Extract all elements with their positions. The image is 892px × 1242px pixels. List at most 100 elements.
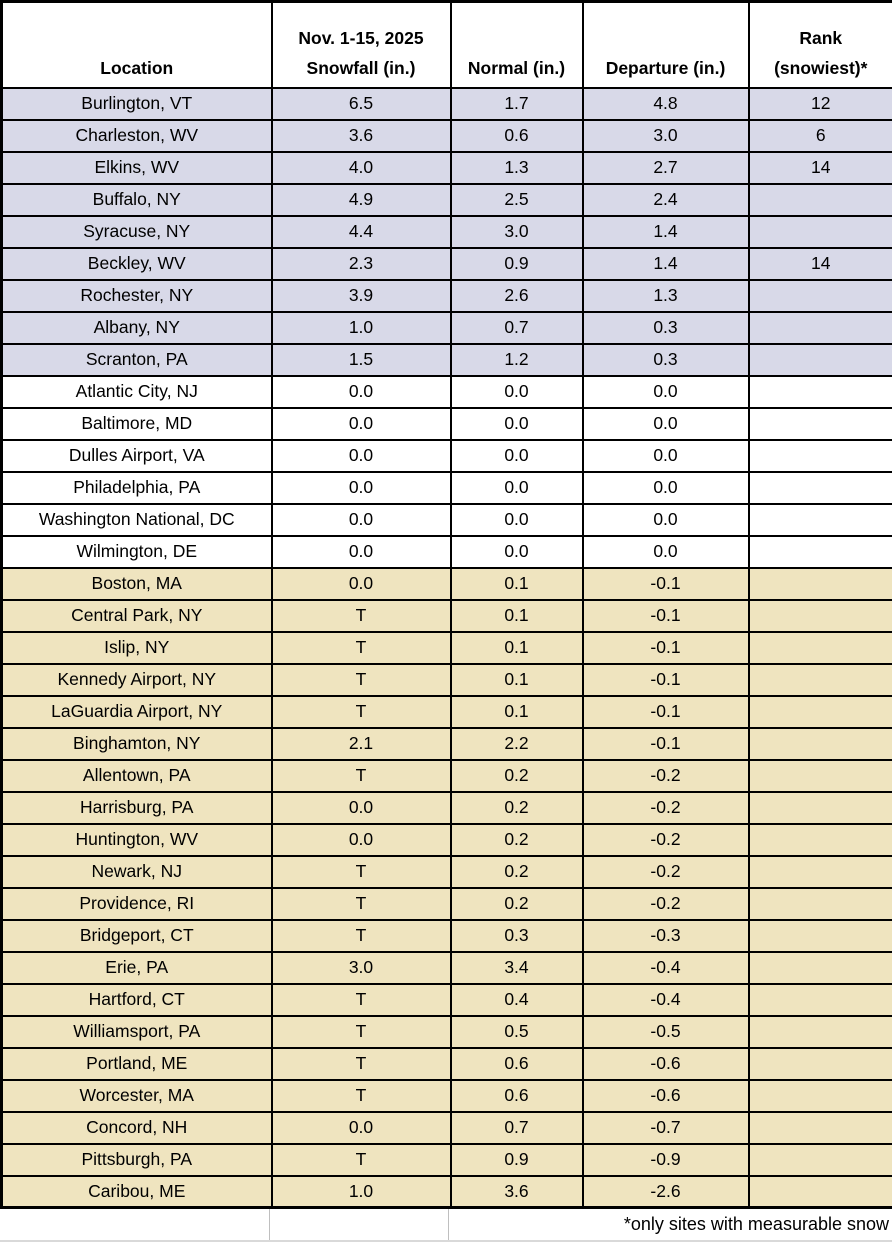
table-row: Rochester, NY 3.9 2.6 1.3: [0, 278, 892, 313]
cell-snowfall: T: [270, 1046, 452, 1081]
table-row: Elkins, WV 4.0 1.3 2.7 14: [0, 150, 892, 185]
cell-departure: 0.0: [581, 470, 750, 505]
cell-snowfall: T: [270, 694, 452, 729]
cell-location: Huntington, WV: [0, 822, 273, 857]
cell-location: Atlantic City, NJ: [0, 374, 273, 409]
cell-departure: -0.1: [581, 694, 750, 729]
table-row: Washington National, DC 0.0 0.0 0.0: [0, 502, 892, 537]
cell-snowfall: 4.9: [270, 182, 452, 217]
table-row: Boston, MA 0.0 0.1 -0.1: [0, 566, 892, 601]
cell-departure: -0.4: [581, 950, 750, 985]
table-row: Caribou, ME 1.0 3.6 -2.6: [0, 1174, 892, 1209]
cell-location: Binghamton, NY: [0, 726, 273, 761]
cell-rank: [747, 1174, 892, 1209]
cell-departure: 0.0: [581, 502, 750, 537]
cell-snowfall: T: [270, 630, 452, 665]
cell-location: Syracuse, NY: [0, 214, 273, 249]
cell-departure: -0.4: [581, 982, 750, 1017]
col-header-location: Location: [0, 0, 273, 89]
cell-snowfall: 4.4: [270, 214, 452, 249]
cell-location: Bridgeport, CT: [0, 918, 273, 953]
snowfall-table: Location Nov. 1-15, 2025 Snowfall (in.) …: [0, 0, 892, 1209]
cell-normal: 0.1: [449, 662, 584, 697]
cell-snowfall: 1.0: [270, 310, 452, 345]
cell-rank: [747, 342, 892, 377]
cell-normal: 0.2: [449, 822, 584, 857]
cell-departure: 2.7: [581, 150, 750, 185]
cell-departure: -0.6: [581, 1078, 750, 1113]
table-row: Wilmington, DE 0.0 0.0 0.0: [0, 534, 892, 569]
table-row: Burlington, VT 6.5 1.7 4.8 12: [0, 86, 892, 121]
cell-location: Worcester, MA: [0, 1078, 273, 1113]
footnote-cell: *only sites with measurable snow: [449, 1209, 892, 1240]
cell-location: Portland, ME: [0, 1046, 273, 1081]
cell-location: Albany, NY: [0, 310, 273, 345]
table-body: Burlington, VT 6.5 1.7 4.8 12 Charleston…: [0, 86, 892, 1209]
cell-normal: 0.1: [449, 630, 584, 665]
cell-normal: 2.2: [449, 726, 584, 761]
cell-snowfall: 3.0: [270, 950, 452, 985]
cell-departure: -0.2: [581, 886, 750, 921]
cell-snowfall: 2.1: [270, 726, 452, 761]
cell-rank: [747, 982, 892, 1017]
cell-normal: 0.7: [449, 1110, 584, 1145]
cell-snowfall: 0.0: [270, 470, 452, 505]
cell-rank: 14: [747, 246, 892, 281]
cell-departure: -0.3: [581, 918, 750, 953]
cell-rank: [747, 662, 892, 697]
cell-snowfall: 0.0: [270, 566, 452, 601]
cell-snowfall: T: [270, 758, 452, 793]
cell-departure: -0.2: [581, 822, 750, 857]
cell-departure: -0.2: [581, 854, 750, 889]
cell-snowfall: 3.9: [270, 278, 452, 313]
cell-departure: -0.9: [581, 1142, 750, 1177]
cell-departure: 1.3: [581, 278, 750, 313]
cell-rank: [747, 598, 892, 633]
cell-departure: 3.0: [581, 118, 750, 153]
cell-normal: 0.6: [449, 1046, 584, 1081]
table-row: Dulles Airport, VA 0.0 0.0 0.0: [0, 438, 892, 473]
col-header-departure-label: Departure (in.): [605, 57, 726, 78]
cell-normal: 0.9: [449, 1142, 584, 1177]
cell-snowfall: T: [270, 1014, 452, 1049]
cell-rank: [747, 630, 892, 665]
table-row: Islip, NY T 0.1 -0.1: [0, 630, 892, 665]
cell-snowfall: T: [270, 982, 452, 1017]
cell-location: Burlington, VT: [0, 86, 273, 121]
cell-departure: -0.1: [581, 630, 750, 665]
cell-location: Rochester, NY: [0, 278, 273, 313]
cell-rank: [747, 534, 892, 569]
cell-rank: 6: [747, 118, 892, 153]
col-header-snowfall-line2: Snowfall (in.): [306, 57, 416, 78]
table-row: Newark, NJ T 0.2 -0.2: [0, 854, 892, 889]
table-row: Pittsburgh, PA T 0.9 -0.9: [0, 1142, 892, 1177]
cell-departure: 0.0: [581, 438, 750, 473]
cell-departure: 0.0: [581, 374, 750, 409]
cell-location: Buffalo, NY: [0, 182, 273, 217]
cell-location: Washington National, DC: [0, 502, 273, 537]
table-row: Concord, NH 0.0 0.7 -0.7: [0, 1110, 892, 1145]
cell-snowfall: 0.0: [270, 822, 452, 857]
table-row: Atlantic City, NJ 0.0 0.0 0.0: [0, 374, 892, 409]
cell-rank: [747, 182, 892, 217]
cell-location: Newark, NJ: [0, 854, 273, 889]
cell-rank: [747, 854, 892, 889]
cell-normal: 0.3: [449, 918, 584, 953]
cell-snowfall: T: [270, 918, 452, 953]
table-row: Hartford, CT T 0.4 -0.4: [0, 982, 892, 1017]
table-row: Kennedy Airport, NY T 0.1 -0.1: [0, 662, 892, 697]
cell-normal: 0.2: [449, 886, 584, 921]
cell-departure: -0.1: [581, 566, 750, 601]
cell-departure: 0.0: [581, 406, 750, 441]
cell-rank: [747, 790, 892, 825]
col-header-normal-label: Normal (in.): [467, 57, 566, 78]
cell-normal: 0.1: [449, 566, 584, 601]
cell-location: LaGuardia Airport, NY: [0, 694, 273, 729]
cell-snowfall: T: [270, 886, 452, 921]
cell-normal: 0.2: [449, 758, 584, 793]
table-row: Providence, RI T 0.2 -0.2: [0, 886, 892, 921]
cell-rank: [747, 1110, 892, 1145]
cell-snowfall: 1.0: [270, 1174, 452, 1209]
cell-normal: 2.6: [449, 278, 584, 313]
cell-rank: 14: [747, 150, 892, 185]
